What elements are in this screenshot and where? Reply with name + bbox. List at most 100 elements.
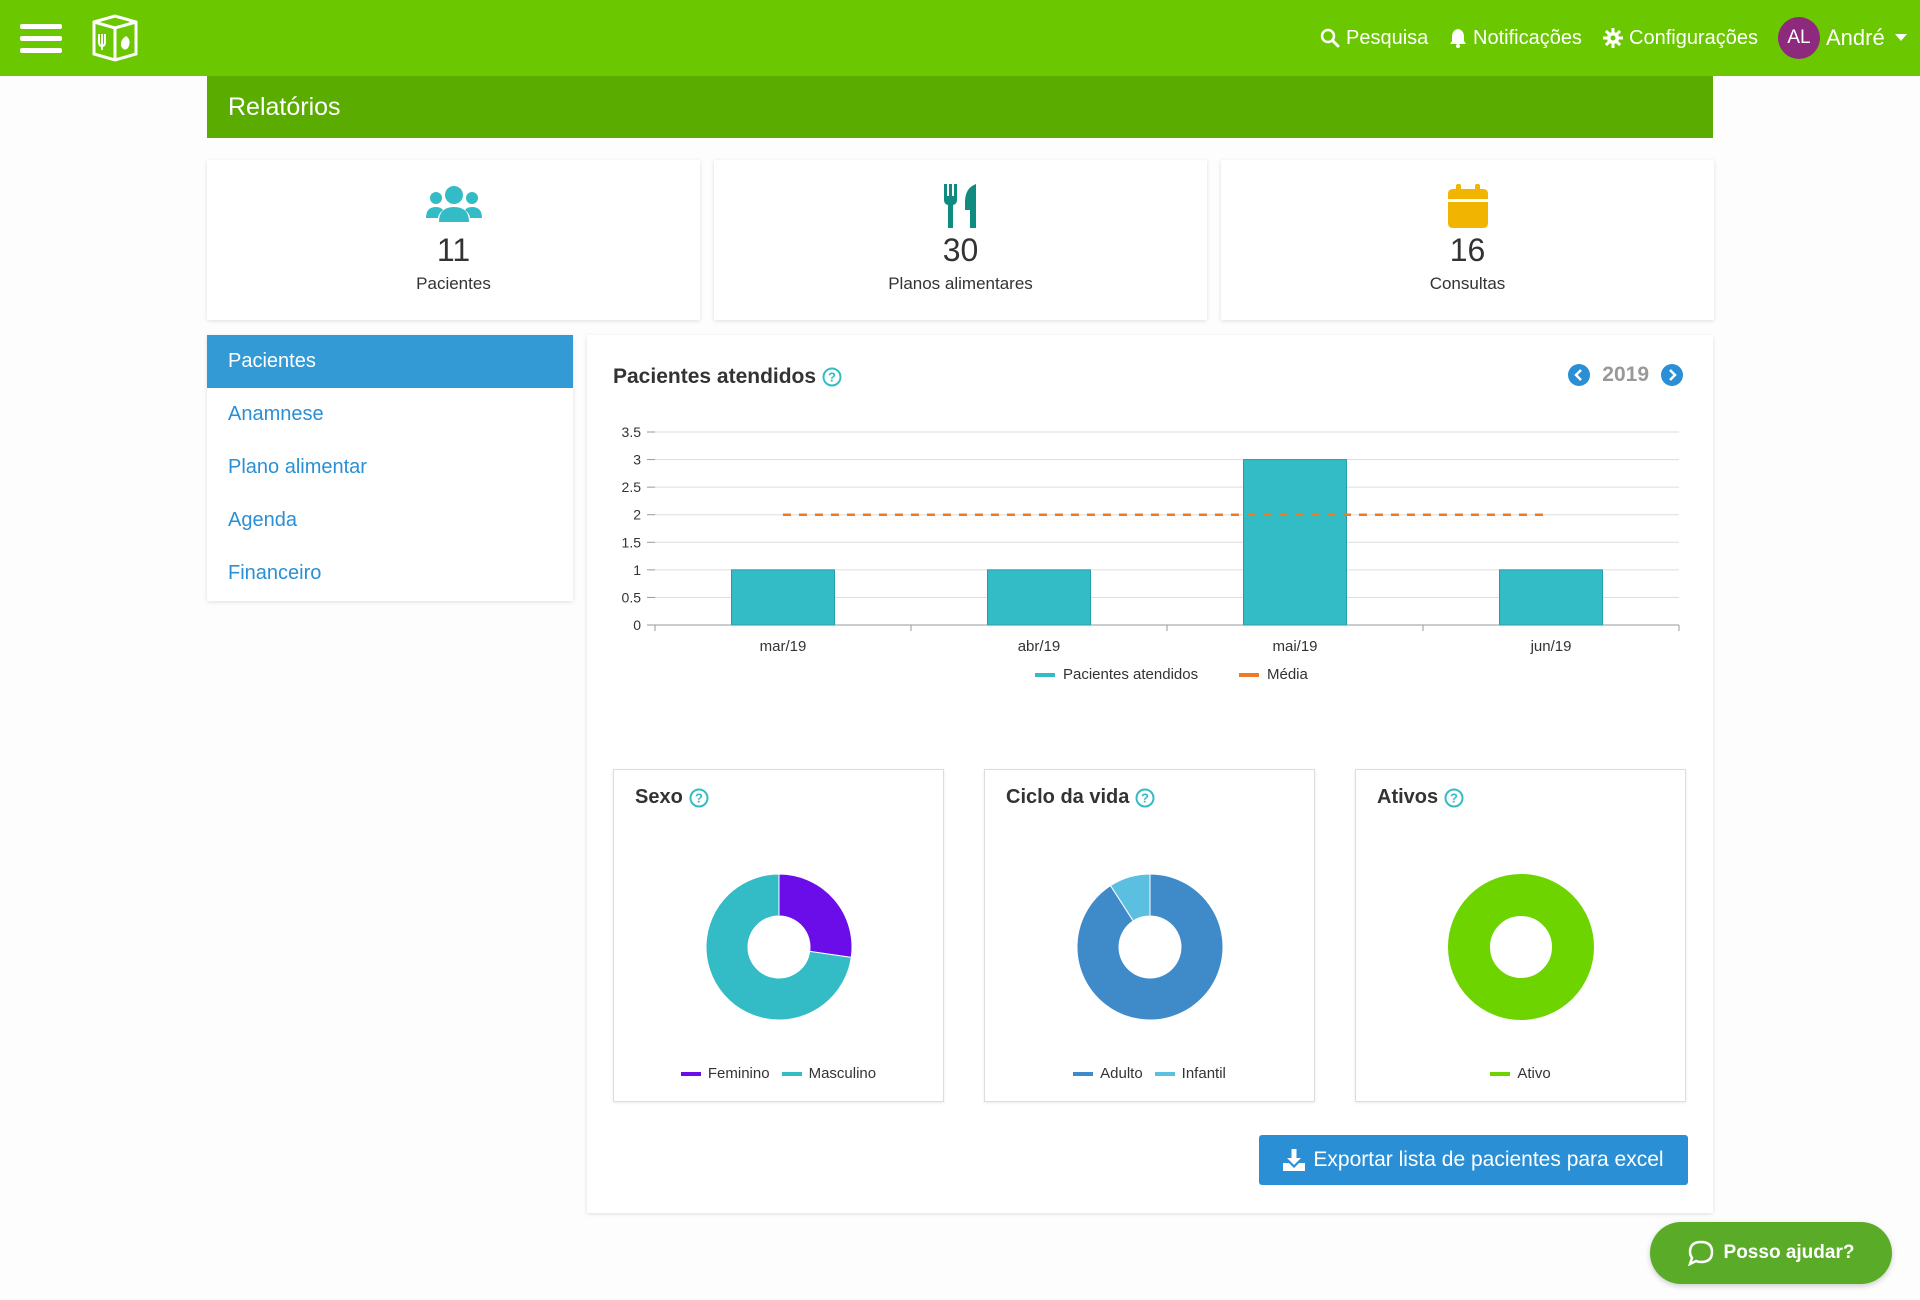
y-tick-label: 1.5	[622, 534, 642, 550]
life-cycle-pie-title: Ciclo da vida ?	[1006, 786, 1155, 809]
legend-swatch	[1490, 1071, 1511, 1076]
legend-swatch	[781, 1071, 802, 1076]
y-tick-label: 1	[633, 562, 641, 578]
question-circle-icon[interactable]: ?	[822, 367, 842, 387]
help-label: Posso ajudar?	[1723, 1242, 1855, 1263]
sidebar-item-financeiro[interactable]: Financeiro	[228, 562, 322, 584]
svg-text:?: ?	[695, 790, 703, 805]
settings-label: Configurações	[1629, 26, 1758, 49]
svg-text:?: ?	[1450, 790, 1458, 805]
bar[interactable]	[1243, 459, 1347, 626]
sex-pie-card: Sexo ? Feminino Masculino	[613, 769, 944, 1102]
y-tick-label: 3	[633, 452, 641, 468]
donut-slice[interactable]	[1109, 873, 1151, 922]
active-legend: Ativo	[1356, 1065, 1685, 1082]
question-circle-icon[interactable]: ?	[1135, 788, 1155, 808]
legend-swatch	[1073, 1071, 1094, 1076]
sidebar-item-agenda[interactable]: Agenda	[228, 509, 297, 531]
legend-swatch	[680, 1071, 701, 1076]
patients-label: Pacientes	[416, 274, 491, 293]
appointments-label: Consultas	[1429, 274, 1506, 293]
legend-label[interactable]: Média	[1267, 666, 1309, 683]
calendar-icon	[1447, 184, 1488, 228]
chevron-down-icon[interactable]	[1895, 34, 1907, 41]
sidebar-item-pacientes[interactable]: Pacientes	[207, 335, 573, 388]
stat-card-meal-plans: 30 Planos alimentares	[714, 160, 1207, 320]
appointments-count: 16	[1449, 232, 1486, 268]
chevron-left-icon[interactable]	[1568, 364, 1591, 386]
bar[interactable]	[1499, 569, 1603, 626]
users-icon	[425, 186, 482, 222]
user-name[interactable]: André	[1826, 25, 1885, 50]
meal-plans-count: 30	[942, 232, 979, 268]
legend-swatch	[1035, 673, 1055, 677]
question-circle-icon[interactable]: ?	[689, 788, 709, 808]
svg-text:?: ?	[828, 370, 836, 385]
legend-label: Adulto	[1100, 1065, 1143, 1082]
legend-item[interactable]: Infantil	[1154, 1065, 1226, 1082]
x-tick-label: mar/19	[760, 638, 807, 655]
y-tick-label: 0.5	[622, 589, 642, 605]
legend-label: Feminino	[707, 1065, 770, 1082]
meal-plans-label: Planos alimentares	[888, 274, 1033, 293]
patients-bar-chart: 0 0.5 1 1.5 2 2.5 3 3.5 mar/19 abr/19 mai/19 jun/19…	[622, 424, 1680, 683]
svg-text:?: ?	[1141, 790, 1149, 805]
active-donut-chart	[1448, 874, 1594, 1020]
search-label: Pesquisa	[1346, 26, 1429, 49]
chevron-right-icon[interactable]	[1661, 364, 1683, 386]
sidebar-item-plano-alimentar[interactable]: Plano alimentar	[228, 456, 367, 478]
year-navigator: 2019	[1568, 363, 1683, 387]
download-icon	[1283, 1149, 1306, 1171]
legend-item[interactable]: Ativo	[1490, 1065, 1551, 1082]
user-avatar[interactable]: AL	[1778, 17, 1820, 59]
panel-title-text: Pacientes atendidos	[613, 365, 817, 388]
legend-label[interactable]: Pacientes atendidos	[1063, 666, 1198, 683]
question-circle-icon[interactable]: ?	[1444, 788, 1464, 808]
main-panel: Pacientes atendidos ? 2019 0 0.5 1 1.5 2 2.5 3…	[587, 335, 1713, 1213]
bell-icon	[1450, 29, 1466, 48]
search-link[interactable]: Pesquisa	[1320, 0, 1428, 76]
bar[interactable]	[731, 569, 835, 626]
x-tick-label: abr/19	[1018, 638, 1061, 655]
legend-label: Masculino	[808, 1065, 877, 1082]
export-label: Exportar lista de pacientes para excel	[1313, 1148, 1664, 1171]
y-tick-label: 2	[633, 507, 641, 523]
sidebar: Pacientes Anamnese Plano alimentar Agend…	[207, 335, 573, 601]
donut-slice[interactable]	[778, 873, 853, 958]
notifications-link[interactable]: Notificações	[1449, 0, 1582, 76]
hamburger-menu-icon[interactable]	[20, 22, 64, 56]
x-tick-label: mai/19	[1272, 638, 1317, 655]
page-title: Relatórios	[207, 76, 1713, 138]
stat-card-patients: 11 Pacientes	[207, 160, 700, 320]
donut-slice[interactable]	[705, 873, 852, 1021]
life-cycle-donut-chart	[1076, 873, 1224, 1021]
legend-item[interactable]: Adulto	[1073, 1065, 1143, 1082]
sex-donut-chart	[705, 873, 853, 1021]
settings-link[interactable]: Configurações	[1603, 0, 1758, 76]
top-navbar: Pesquisa Notificações Configurações AL A…	[0, 0, 1920, 76]
legend-item[interactable]: Feminino	[680, 1065, 770, 1082]
gear-icon	[1603, 28, 1623, 48]
notifications-label: Notificações	[1473, 26, 1582, 49]
chat-help-button[interactable]: Posso ajudar?	[1650, 1222, 1892, 1284]
y-tick-label: 3.5	[622, 424, 642, 440]
legend-swatch	[1154, 1071, 1175, 1076]
bar[interactable]	[987, 569, 1091, 626]
legend-label: Infantil	[1181, 1065, 1226, 1082]
life-cycle-pie-card: Ciclo da vida ? Adulto Infantil	[984, 769, 1315, 1102]
sex-legend: Feminino Masculino	[614, 1065, 943, 1082]
export-excel-button[interactable]: Exportar lista de pacientes para excel	[1259, 1135, 1688, 1185]
chat-bubble-icon	[1687, 1240, 1713, 1266]
year-label: 2019	[1602, 363, 1649, 386]
legend-item[interactable]: Masculino	[781, 1065, 877, 1082]
stat-card-appointments: 16 Consultas	[1221, 160, 1714, 320]
app-logo-icon[interactable]	[90, 14, 140, 62]
donut-slice[interactable]	[1076, 873, 1224, 1021]
legend-label: Ativo	[1517, 1065, 1551, 1082]
donut-slice[interactable]	[1448, 874, 1594, 1020]
panel-title: Pacientes atendidos ?	[613, 365, 842, 389]
y-tick-label: 0	[633, 617, 641, 633]
sidebar-item-anamnese[interactable]: Anamnese	[228, 403, 324, 425]
y-tick-label: 2.5	[622, 479, 642, 495]
active-pie-title: Ativos ?	[1377, 786, 1464, 809]
